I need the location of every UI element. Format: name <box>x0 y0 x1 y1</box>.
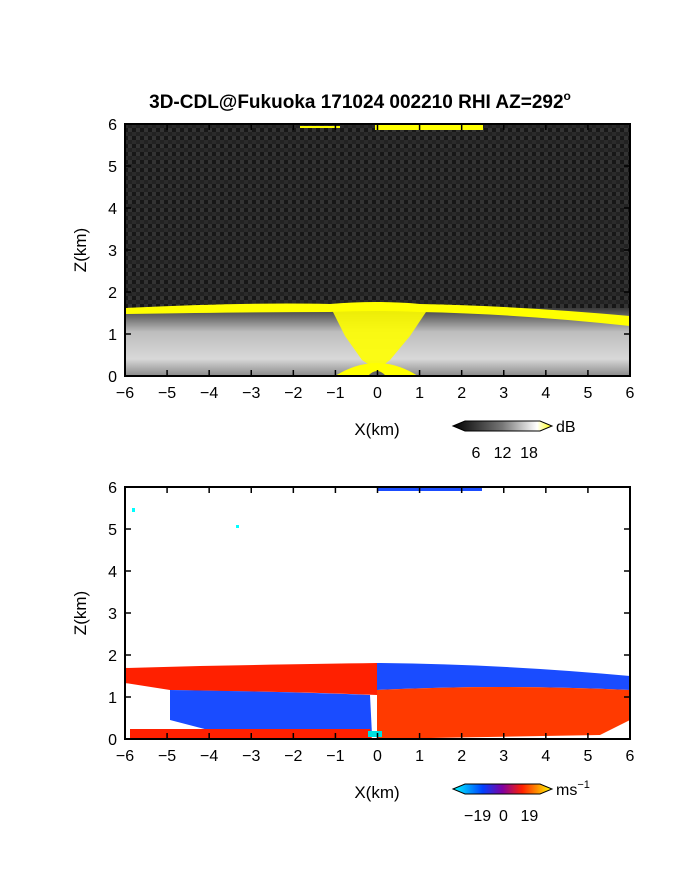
velocity-axes: −6 −5 −4 −3 −2 −1 0 1 2 3 4 5 6 0 1 2 3 4 5 6 <box>108 480 634 765</box>
velocity-y-tick-label: 0 <box>108 732 117 749</box>
reflectivity-x-tick-label: 1 <box>415 385 424 402</box>
reflectivity-x-axis-label: X(km) <box>354 420 399 439</box>
reflectivity-x-tick-label: −3 <box>242 385 260 402</box>
velocity-colorbar-tick-label: 0 <box>499 808 508 825</box>
reflectivity-colorbar-ramp <box>451 420 554 432</box>
velocity-x-axis-label: X(km) <box>354 783 399 802</box>
reflectivity-colorbar-tick-label: 6 <box>471 445 480 462</box>
reflectivity-x-tick-label: 2 <box>457 385 466 402</box>
velocity-y-tick-label: 6 <box>108 480 117 497</box>
reflectivity-y-tick-label: 0 <box>108 369 117 386</box>
reflectivity-image <box>125 124 630 376</box>
velocity-colorbar-unit: ms−1 <box>556 779 590 799</box>
velocity-x-tick-label: 3 <box>499 748 508 765</box>
velocity-colorbar-tick-label: −19 <box>464 808 491 825</box>
velocity-x-tick-label: 1 <box>415 748 424 765</box>
reflectivity-y-tick-label: 3 <box>108 243 117 260</box>
velocity-x-tick-label: −1 <box>326 748 344 765</box>
velocity-colorbar: −19 0 19 ms−1 <box>451 779 590 825</box>
reflectivity-y-tick-label: 4 <box>108 201 117 218</box>
velocity-x-tick-label: −6 <box>116 748 134 765</box>
velocity-x-tick-label: −3 <box>242 748 260 765</box>
reflectivity-x-tick-label: −5 <box>158 385 176 402</box>
reflectivity-x-tick-label: 6 <box>626 385 635 402</box>
velocity-x-tick-label: −4 <box>200 748 218 765</box>
velocity-image <box>125 487 630 739</box>
velocity-y-tick-label: 5 <box>108 522 117 539</box>
reflectivity-colorbar-ticks: 6 12 18 <box>471 445 538 462</box>
reflectivity-colorbar-tick-label: 12 <box>494 445 512 462</box>
reflectivity-x-tick-label: 0 <box>373 385 382 402</box>
reflectivity-y-axis-label: Z(km) <box>71 228 90 272</box>
velocity-panel: −6 −5 −4 −3 −2 −1 0 1 2 3 4 5 6 0 1 2 3 4 5 6 X(km) Z(km) −… <box>71 480 635 825</box>
reflectivity-x-tick-label: −2 <box>284 385 302 402</box>
reflectivity-x-tick-label: 5 <box>583 385 592 402</box>
velocity-x-tick-label: 6 <box>626 748 635 765</box>
velocity-colorbar-tick-label: 19 <box>521 808 539 825</box>
chart-title: 3D-CDL@Fukuoka 171024 002210 RHI AZ=292o <box>149 89 571 113</box>
velocity-x-tick-label: 5 <box>583 748 592 765</box>
velocity-y-tick-label: 1 <box>108 690 117 707</box>
reflectivity-x-tick-label: 4 <box>541 385 550 402</box>
reflectivity-x-tick-label: −1 <box>326 385 344 402</box>
reflectivity-y-tick-label: 2 <box>108 285 117 302</box>
velocity-y-tick-label: 3 <box>108 606 117 623</box>
velocity-x-tick-label: 4 <box>541 748 550 765</box>
velocity-x-tick-label: −2 <box>284 748 302 765</box>
velocity-colorbar-ticks: −19 0 19 <box>464 808 538 825</box>
velocity-y-tick-label: 2 <box>108 648 117 665</box>
reflectivity-x-tick-label: 3 <box>499 385 508 402</box>
reflectivity-colorbar-unit: dB <box>556 419 576 436</box>
velocity-x-tick-label: 0 <box>373 748 382 765</box>
reflectivity-colorbar-tick-label: 18 <box>520 445 538 462</box>
velocity-colorbar-ramp <box>451 783 554 795</box>
reflectivity-y-tick-label: 6 <box>108 117 117 134</box>
reflectivity-axes: −6 −5 −4 −3 −2 −1 0 1 2 3 4 5 6 0 1 2 3 4 5 6 <box>108 117 634 402</box>
velocity-y-axis-label: Z(km) <box>71 591 90 635</box>
velocity-x-tick-label: −5 <box>158 748 176 765</box>
reflectivity-x-tick-label: −4 <box>200 385 218 402</box>
reflectivity-x-tick-label: −6 <box>116 385 134 402</box>
reflectivity-colorbar: 6 12 18 dB <box>451 419 576 462</box>
velocity-y-tick-label: 4 <box>108 564 117 581</box>
velocity-x-tick-label: 2 <box>457 748 466 765</box>
reflectivity-y-tick-label: 1 <box>108 327 117 344</box>
reflectivity-y-tick-label: 5 <box>108 159 117 176</box>
